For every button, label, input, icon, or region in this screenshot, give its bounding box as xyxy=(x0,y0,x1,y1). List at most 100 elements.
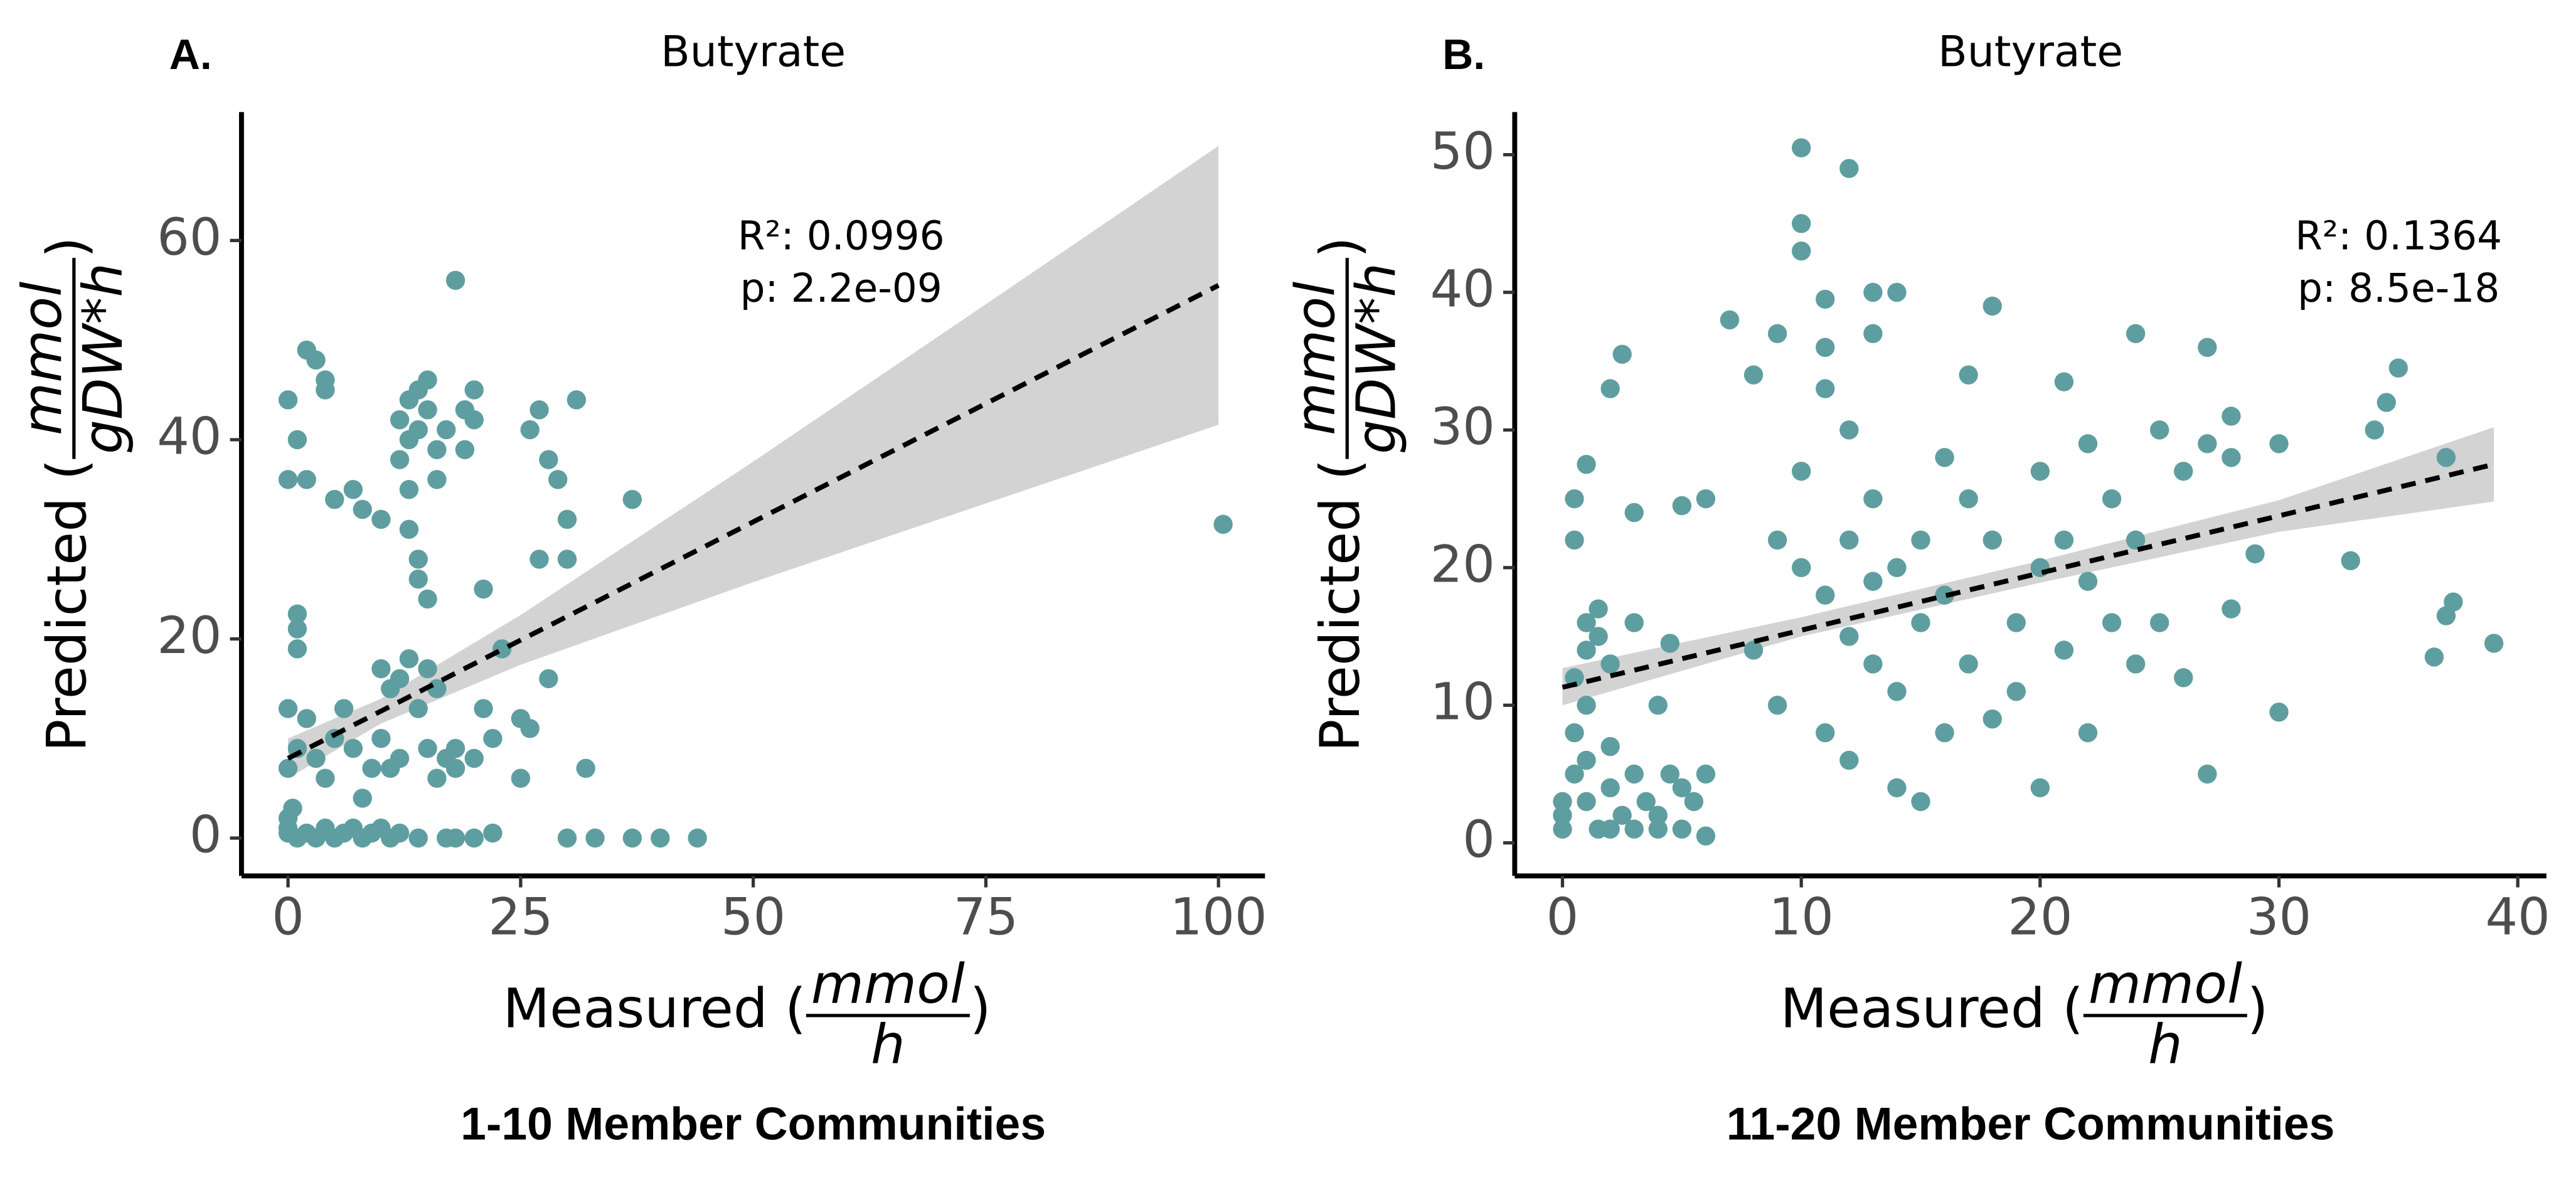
data-point xyxy=(1672,778,1692,798)
data-point xyxy=(297,470,316,489)
x-tick-label: 0 xyxy=(272,888,304,947)
fraction-denominator: h xyxy=(2148,1014,2183,1076)
fraction-denominator: gDW*h xyxy=(72,263,135,454)
data-point xyxy=(474,699,493,718)
data-point xyxy=(2054,640,2074,660)
data-point xyxy=(278,758,298,778)
data-point xyxy=(557,509,577,529)
data-point xyxy=(2222,448,2241,467)
data-point xyxy=(1684,792,1704,811)
data-point xyxy=(483,823,503,843)
data-point xyxy=(1983,530,2002,550)
data-point xyxy=(418,589,437,609)
data-point xyxy=(1887,558,1907,578)
data-point xyxy=(576,758,595,778)
data-point xyxy=(1911,792,1930,811)
panel: 0 10 20 30 40 50 0 10 20 30 40 B. Butyrate R²: 0.1364… xyxy=(1285,28,2550,1150)
data-point xyxy=(651,828,670,848)
data-point xyxy=(464,380,484,400)
data-point xyxy=(1696,489,1716,509)
data-point xyxy=(1959,365,1978,385)
data-point xyxy=(287,639,307,659)
subtitle: 11-20 Member Communities xyxy=(1727,1098,2335,1149)
chart-title: Butyrate xyxy=(1938,28,2123,77)
data-point xyxy=(1589,627,1608,646)
panel-label: A. xyxy=(169,31,212,78)
data-point xyxy=(390,410,410,430)
y-tick-label: 20 xyxy=(1430,535,1495,594)
data-point xyxy=(1600,379,1620,398)
data-point xyxy=(1577,750,1596,770)
data-point xyxy=(408,420,428,440)
data-point xyxy=(2222,599,2241,619)
data-point xyxy=(408,570,428,589)
data-point xyxy=(1911,613,1930,632)
data-point xyxy=(1791,558,1811,578)
data-point xyxy=(1612,344,1632,364)
data-point xyxy=(1839,750,1859,770)
data-point xyxy=(445,758,466,778)
data-point xyxy=(2376,393,2397,412)
y-axis-label-prefix: Predicted ( xyxy=(36,459,99,752)
x-axis-label-prefix: Measured ( xyxy=(503,978,806,1041)
data-point xyxy=(2245,544,2265,564)
data-point xyxy=(390,450,410,469)
data-point xyxy=(1767,324,1787,344)
data-point xyxy=(688,828,707,848)
x-axis-label-suffix: ) xyxy=(2247,978,2269,1041)
data-point xyxy=(2126,324,2146,344)
data-point xyxy=(622,489,642,509)
data-point xyxy=(1887,682,1907,701)
data-point xyxy=(1863,282,1883,302)
data-point xyxy=(511,768,531,788)
data-point xyxy=(2102,613,2122,632)
y-axis-label-suffix: ) xyxy=(36,236,99,258)
data-point xyxy=(1863,571,1883,591)
confidence-band xyxy=(1562,427,2494,706)
data-point xyxy=(539,669,558,689)
data-point xyxy=(2149,420,2169,440)
data-point xyxy=(1553,805,1572,825)
data-point xyxy=(1791,214,1811,233)
data-point xyxy=(445,738,466,758)
data-point xyxy=(483,729,503,748)
data-point xyxy=(1672,819,1692,839)
data-point xyxy=(1648,805,1668,825)
data-point xyxy=(278,470,298,489)
data-point xyxy=(316,768,335,788)
data-point xyxy=(1887,282,1907,302)
data-point xyxy=(371,729,391,748)
data-point xyxy=(1791,138,1811,157)
data-point xyxy=(2222,406,2241,426)
data-point xyxy=(1600,819,1620,839)
data-point xyxy=(306,748,326,768)
data-point xyxy=(287,619,307,639)
data-point xyxy=(1816,379,1835,398)
x-tick-label: 50 xyxy=(721,888,785,947)
data-point xyxy=(1624,764,1644,784)
y-tick-label: 40 xyxy=(1430,260,1495,319)
data-point xyxy=(1839,159,1859,178)
annotation: R²: 0.1364 xyxy=(2295,213,2502,258)
chart-title: Butyrate xyxy=(661,28,846,77)
data-point xyxy=(1720,310,1740,330)
data-point xyxy=(2269,703,2289,722)
x-axis-label-suffix: ) xyxy=(970,978,991,1041)
data-point xyxy=(445,828,466,848)
data-point xyxy=(1565,489,1584,509)
data-point xyxy=(1959,654,1978,674)
data-point xyxy=(539,450,558,469)
data-point xyxy=(1696,826,1716,846)
data-point xyxy=(1791,462,1811,481)
data-point xyxy=(371,659,391,679)
data-point xyxy=(287,430,307,450)
data-point xyxy=(1863,654,1883,674)
data-point xyxy=(585,828,605,848)
data-point xyxy=(1600,736,1620,757)
data-point xyxy=(1911,530,1930,550)
data-point xyxy=(530,400,549,420)
data-point xyxy=(2269,434,2289,454)
